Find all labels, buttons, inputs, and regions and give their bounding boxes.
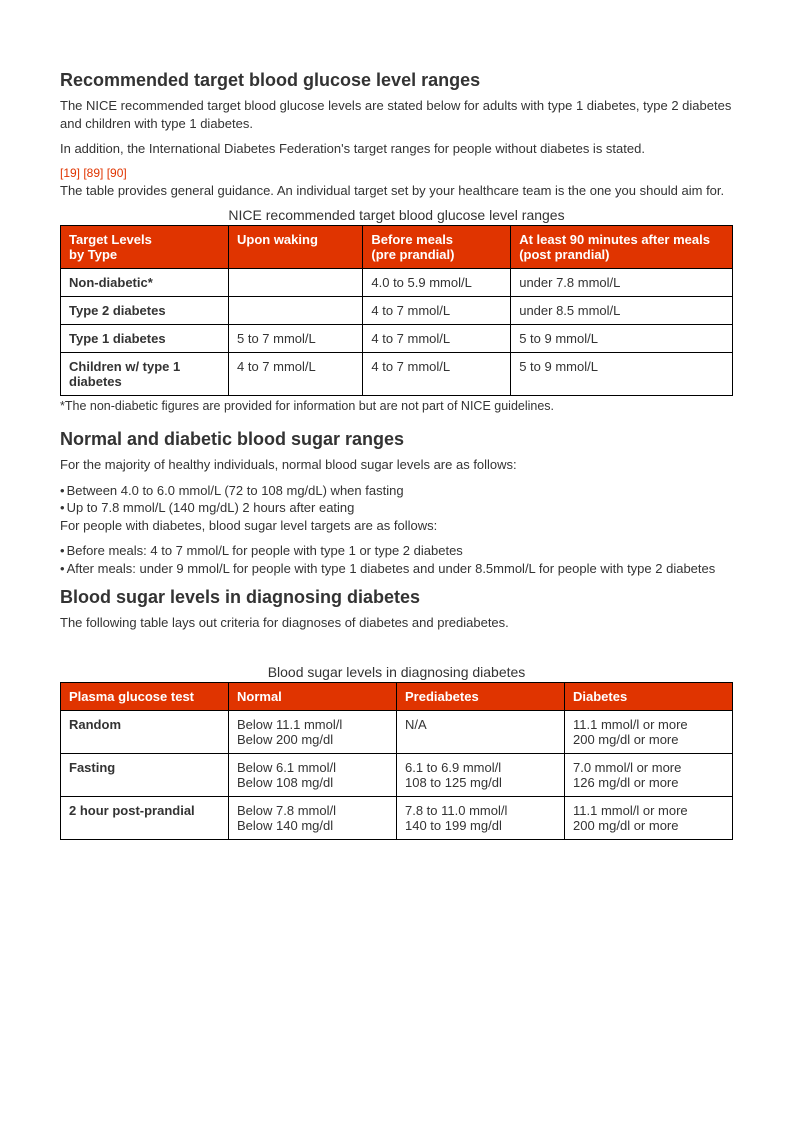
table1-caption: NICE recommended target blood glucose le… — [60, 207, 733, 223]
t2-r2c3: 11.1 mmol/l or more200 mg/dl or more — [565, 796, 733, 839]
section1-p1: The NICE recommended target blood glucos… — [60, 97, 733, 132]
section2-bullet4: After meals: under 9 mmol/L for people w… — [60, 560, 733, 578]
section1-p2: In addition, the International Diabetes … — [60, 140, 733, 158]
table1: Target Levelsby Type Upon waking Before … — [60, 225, 733, 396]
t1-r3c3: 5 to 9 mmol/L — [511, 353, 733, 396]
section1-refs: [19] [89] [90] — [60, 166, 733, 180]
table1-col1: Upon waking — [229, 226, 363, 269]
t1-r1c3: under 8.5 mmol/L — [511, 297, 733, 325]
t2-r1c3: 7.0 mmol/l or more126 mg/dl or more — [565, 753, 733, 796]
table-row: Fasting Below 6.1 mmol/lBelow 108 mg/dl … — [61, 753, 733, 796]
table2-header-row: Plasma glucose test Normal Prediabetes D… — [61, 682, 733, 710]
table-row: Type 1 diabetes 5 to 7 mmol/L 4 to 7 mmo… — [61, 325, 733, 353]
table1-col3: At least 90 minutes after meals(post pra… — [511, 226, 733, 269]
section2-heading: Normal and diabetic blood sugar ranges — [60, 429, 733, 450]
table-row: Children w/ type 1 diabetes 4 to 7 mmol/… — [61, 353, 733, 396]
t2-r1c1: Below 6.1 mmol/lBelow 108 mg/dl — [229, 753, 397, 796]
table2-col2: Prediabetes — [397, 682, 565, 710]
table-row: Non-diabetic* 4.0 to 5.9 mmol/L under 7.… — [61, 269, 733, 297]
table1-header-row: Target Levelsby Type Upon waking Before … — [61, 226, 733, 269]
t1-r1c1 — [229, 297, 363, 325]
t2-r1c2: 6.1 to 6.9 mmol/l108 to 125 mg/dl — [397, 753, 565, 796]
t1-r0c2: 4.0 to 5.9 mmol/L — [363, 269, 511, 297]
table2-col1: Normal — [229, 682, 397, 710]
t2-r2c2: 7.8 to 11.0 mmol/l140 to 199 mg/dl — [397, 796, 565, 839]
section2-p2: For people with diabetes, blood sugar le… — [60, 517, 733, 535]
t2-r0c0: Random — [61, 710, 229, 753]
t1-r1c2: 4 to 7 mmol/L — [363, 297, 511, 325]
table-row: 2 hour post-prandial Below 7.8 mmol/lBel… — [61, 796, 733, 839]
t1-r2c3: 5 to 9 mmol/L — [511, 325, 733, 353]
t1-r3c0: Children w/ type 1 diabetes — [61, 353, 229, 396]
t1-r0c1 — [229, 269, 363, 297]
t1-r0c0: Non-diabetic* — [61, 269, 229, 297]
table2-col3: Diabetes — [565, 682, 733, 710]
table-row: Random Below 11.1 mmol/lBelow 200 mg/dl … — [61, 710, 733, 753]
section1-heading: Recommended target blood glucose level r… — [60, 70, 733, 91]
t1-r2c1: 5 to 7 mmol/L — [229, 325, 363, 353]
t2-r0c3: 11.1 mmol/l or more200 mg/dl or more — [565, 710, 733, 753]
t2-r2c0: 2 hour post-prandial — [61, 796, 229, 839]
t1-r2c0: Type 1 diabetes — [61, 325, 229, 353]
t1-r0c3: under 7.8 mmol/L — [511, 269, 733, 297]
t1-r2c2: 4 to 7 mmol/L — [363, 325, 511, 353]
t2-r0c1: Below 11.1 mmol/lBelow 200 mg/dl — [229, 710, 397, 753]
section3-heading: Blood sugar levels in diagnosing diabete… — [60, 587, 733, 608]
section3-p1: The following table lays out criteria fo… — [60, 614, 733, 632]
t2-r0c2: N/A — [397, 710, 565, 753]
table-row: Type 2 diabetes 4 to 7 mmol/L under 8.5 … — [61, 297, 733, 325]
section2-p1: For the majority of healthy individuals,… — [60, 456, 733, 474]
t1-r1c0: Type 2 diabetes — [61, 297, 229, 325]
table2: Plasma glucose test Normal Prediabetes D… — [60, 682, 733, 840]
table1-footnote: *The non-diabetic figures are provided f… — [60, 398, 733, 415]
t2-r1c0: Fasting — [61, 753, 229, 796]
table2-caption: Blood sugar levels in diagnosing diabete… — [60, 664, 733, 680]
section2-bullet3: Before meals: 4 to 7 mmol/L for people w… — [60, 542, 733, 560]
t1-r3c2: 4 to 7 mmol/L — [363, 353, 511, 396]
section2-bullet2: Up to 7.8 mmol/L (140 mg/dL) 2 hours aft… — [60, 499, 733, 517]
table2-col0: Plasma glucose test — [61, 682, 229, 710]
section1-p3: The table provides general guidance. An … — [60, 182, 733, 200]
table1-col2: Before meals(pre prandial) — [363, 226, 511, 269]
table1-col0: Target Levelsby Type — [61, 226, 229, 269]
t2-r2c1: Below 7.8 mmol/lBelow 140 mg/dl — [229, 796, 397, 839]
t1-r3c1: 4 to 7 mmol/L — [229, 353, 363, 396]
section2-bullet1: Between 4.0 to 6.0 mmol/L (72 to 108 mg/… — [60, 482, 733, 500]
